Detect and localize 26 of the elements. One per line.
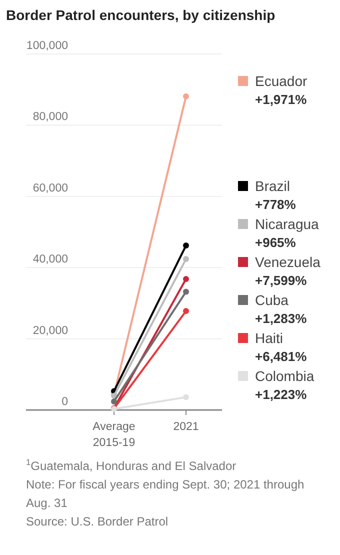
source-note: Source: U.S. Border Patrol <box>26 514 168 528</box>
legend-label: Ecuador <box>255 73 308 89</box>
chart-title: Border Patrol encounters, by citizenship <box>6 7 276 23</box>
text: +778% <box>255 197 296 212</box>
text: $^{1}$Guatemala, Honduras and El Salvador <box>26 457 236 473</box>
y-tick-label: 80,000 <box>32 111 68 124</box>
legend-label: Brazil <box>255 178 290 194</box>
text: +1,971% <box>255 92 308 107</box>
y-tick-label: 60,000 <box>32 182 68 194</box>
x-tick-label: 2021 <box>173 421 199 433</box>
text: +965% <box>255 235 296 250</box>
text: +7,599% <box>255 273 308 288</box>
legend-label: Haiti <box>255 330 284 346</box>
text: +6,481% <box>255 349 308 364</box>
legend-label: Nicaragua <box>255 216 320 232</box>
text: Note: For fiscal years ending Sept. 30; 2021 through Aug. 31 <box>26 478 304 510</box>
y-tick-label: 20,000 <box>32 324 68 337</box>
text: +1,223% <box>255 387 308 402</box>
y-tick-label: 0 <box>62 396 68 408</box>
y-tick-label: 100,000 <box>26 40 68 52</box>
legend-label: Cuba <box>255 292 289 308</box>
x-tick-label: Average 2015-19 <box>92 421 136 449</box>
legend-label: Venezuela <box>255 254 321 270</box>
y-tick-label: 40,000 <box>32 254 68 266</box>
text: +1,283% <box>255 311 308 326</box>
legend-label: Colombia <box>255 368 314 384</box>
